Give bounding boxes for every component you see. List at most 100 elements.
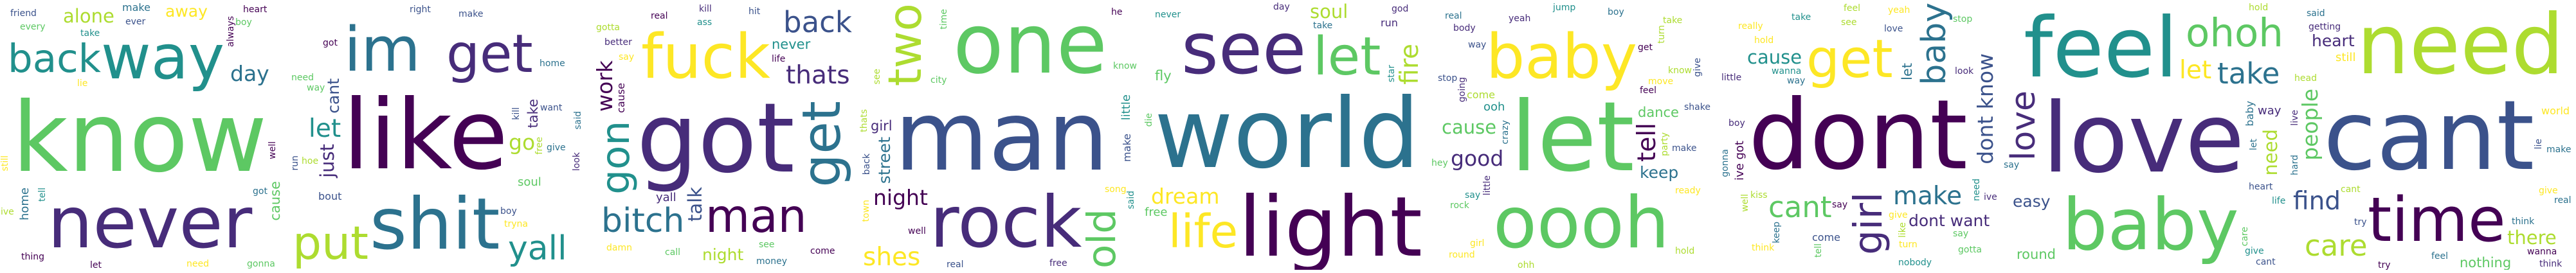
cloud-word: day <box>230 61 269 86</box>
cloud-word: lie <box>77 78 88 89</box>
cloud-word: hey <box>1431 158 1448 168</box>
cloud-word: good <box>1451 146 1504 171</box>
cloud-word: well <box>268 141 278 159</box>
cloud-word: hold <box>1675 246 1695 256</box>
cloud-word: kill <box>511 107 522 120</box>
cloud-word: way <box>101 22 225 93</box>
cloud-word: call <box>665 247 681 258</box>
cloud-word: home <box>540 58 565 69</box>
cloud-word: say <box>619 52 635 62</box>
cloud-word: back <box>862 154 872 175</box>
cloud-word: say <box>2004 160 2020 170</box>
cloud-word: shit <box>370 183 500 266</box>
cloud-word: baby <box>2244 101 2256 127</box>
cloud-word: life <box>772 54 786 64</box>
cloud-word: live <box>2290 110 2300 126</box>
cloud-word: wanna <box>1772 66 1802 76</box>
cloud-word: he <box>1111 7 1123 17</box>
cloud-word: need <box>1972 179 1982 201</box>
cloud-word: rock <box>930 181 1082 264</box>
cloud-word: little <box>1120 94 1133 121</box>
cloud-word: move <box>1648 76 1674 87</box>
cloud-word: girl <box>1846 192 1891 255</box>
cloud-word: hoe <box>302 156 319 166</box>
cloud-word: away <box>165 3 208 21</box>
cloud-word: make <box>2546 145 2571 155</box>
cloud-word: take <box>2217 57 2280 91</box>
cloud-word: take <box>1791 12 1811 22</box>
cloud-word: party <box>1660 132 1670 156</box>
cloud-word: shake <box>1684 102 1710 112</box>
cloud-word: get <box>446 24 533 85</box>
cloud-word: make <box>1893 182 1963 211</box>
cloud-word: think <box>1752 243 1775 253</box>
cloud-word: ive <box>1984 192 1997 202</box>
cloud-word: get <box>1806 29 1893 90</box>
cloud-word: tell <box>1633 123 1662 162</box>
cloud-word: man <box>705 189 807 243</box>
cloud-word: talk <box>684 187 706 222</box>
cloud-word: time <box>939 9 949 30</box>
cloud-word: know <box>12 82 268 194</box>
cloud-word: come <box>1812 231 1841 243</box>
cloud-word: let <box>1900 63 1915 80</box>
word-cloud: man one rock two old shes night street girl littl… <box>858 3 1141 270</box>
cloud-word: take <box>1313 21 1333 31</box>
cloud-word: said <box>573 111 583 130</box>
cloud-word: time <box>2368 185 2506 256</box>
cloud-word: god <box>1392 4 1409 14</box>
cloud-word: baby <box>2062 184 2239 267</box>
cloud-word: ready <box>1675 186 1701 196</box>
cloud-word: light <box>1238 179 1422 270</box>
word-cloud: love feel baby ohoh love take let need easy round… <box>2003 3 2285 270</box>
cloud-word: see <box>872 69 882 85</box>
word-cloud: let oooh baby tell good cause keep dance ooh come… <box>1431 3 1713 270</box>
cloud-word: yeah <box>1888 5 1910 15</box>
cloud-word: like <box>343 80 509 191</box>
cloud-word: turn <box>1899 240 1918 250</box>
cloud-word: city <box>930 75 947 85</box>
cloud-word: put <box>293 216 368 270</box>
cloud-word: try <box>2354 217 2367 227</box>
cloud-word: little <box>1721 73 1742 83</box>
cloud-word: cause <box>615 83 627 113</box>
cloud-word: nobody <box>1898 258 1932 268</box>
cloud-word: work <box>592 60 617 112</box>
cloud-word: fuck <box>641 22 770 92</box>
cloud-word: cant <box>2341 184 2361 195</box>
cloud-word: need <box>291 73 314 83</box>
cloud-word: way <box>1787 76 1806 86</box>
cloud-word: dont <box>1748 80 1968 191</box>
cloud-word: make <box>1121 134 1133 162</box>
cloud-word: soul <box>518 175 541 189</box>
cloud-word: hold <box>2249 3 2269 13</box>
cloud-word: fly <box>1155 68 1172 84</box>
cloud-word: baby <box>1486 22 1638 92</box>
cloud-word: see <box>759 240 775 250</box>
cloud-word: give <box>2245 246 2264 256</box>
cloud-word: gonna <box>1720 149 1730 177</box>
cloud-word: boy <box>1608 7 1624 17</box>
cloud-word: town <box>861 200 871 222</box>
cloud-word: run <box>1381 17 1398 29</box>
cloud-word: dream <box>1151 184 1220 209</box>
cloud-word: said <box>2307 8 2325 19</box>
cloud-word: back <box>783 5 852 39</box>
cloud-word: thats <box>859 109 869 132</box>
cloud-word: day <box>1273 3 1290 12</box>
cloud-word: ive <box>1 207 14 217</box>
cloud-word: bitch <box>601 202 685 240</box>
cloud-word: nothing <box>2460 255 2512 270</box>
cloud-word: take <box>80 28 100 39</box>
cloud-word: yeah <box>1509 13 1531 24</box>
cloud-word: see <box>1841 17 1857 28</box>
cloud-word: yall <box>508 229 567 268</box>
cloud-word: cant <box>2323 80 2535 192</box>
cloud-word: dont know <box>1973 53 1998 164</box>
cloud-word: girl <box>1470 238 1485 249</box>
cloud-word: look <box>1955 66 1974 76</box>
cloud-word: always <box>226 16 236 48</box>
cloud-word: real <box>651 11 668 21</box>
cloud-word: body <box>1453 23 1476 33</box>
